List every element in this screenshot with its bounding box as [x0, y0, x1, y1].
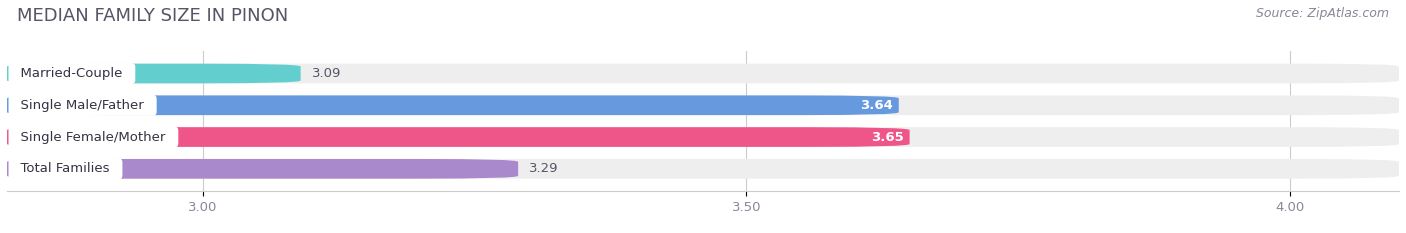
Text: Single Female/Mother: Single Female/Mother	[13, 130, 174, 144]
Text: Total Families: Total Families	[13, 162, 118, 175]
FancyBboxPatch shape	[7, 159, 519, 179]
FancyBboxPatch shape	[7, 127, 910, 147]
FancyBboxPatch shape	[7, 96, 1399, 115]
Text: 3.09: 3.09	[312, 67, 340, 80]
FancyBboxPatch shape	[7, 127, 1399, 147]
Text: 3.29: 3.29	[529, 162, 558, 175]
Text: Married-Couple: Married-Couple	[13, 67, 131, 80]
FancyBboxPatch shape	[7, 159, 1399, 179]
Text: 3.65: 3.65	[872, 130, 904, 144]
FancyBboxPatch shape	[7, 96, 898, 115]
Text: MEDIAN FAMILY SIZE IN PINON: MEDIAN FAMILY SIZE IN PINON	[17, 7, 288, 25]
Text: Single Male/Father: Single Male/Father	[13, 99, 153, 112]
Text: Source: ZipAtlas.com: Source: ZipAtlas.com	[1256, 7, 1389, 20]
FancyBboxPatch shape	[7, 64, 1399, 83]
Text: 3.64: 3.64	[860, 99, 893, 112]
FancyBboxPatch shape	[7, 64, 301, 83]
